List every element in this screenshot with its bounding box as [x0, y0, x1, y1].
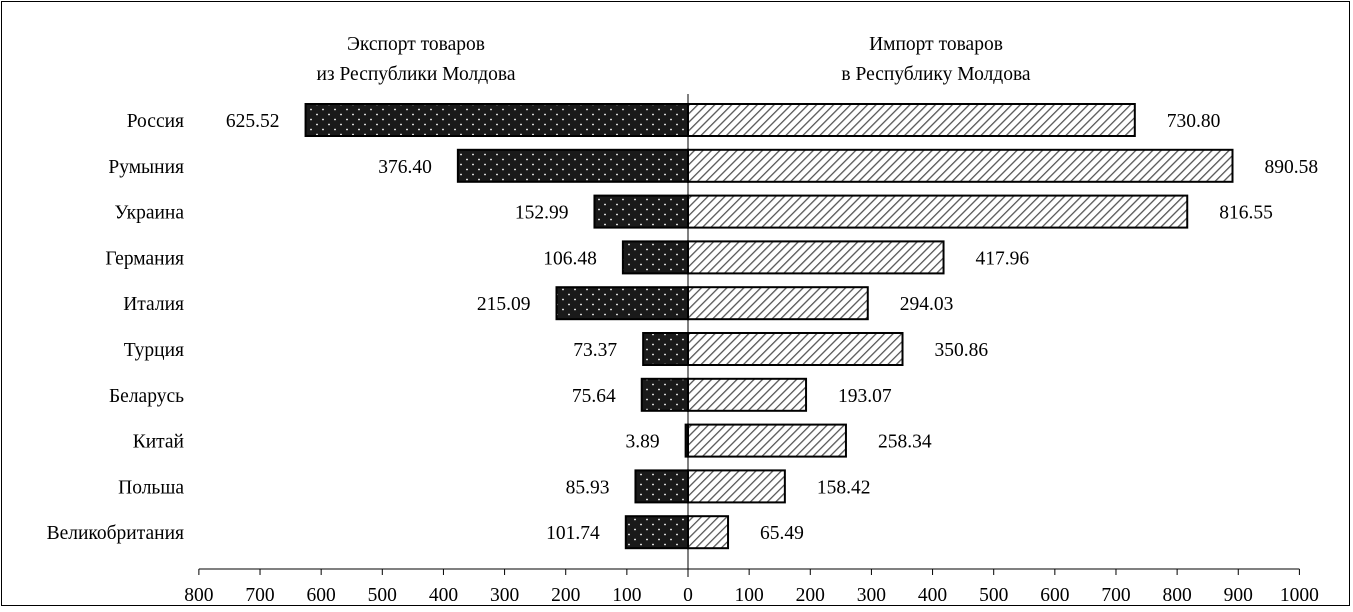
x-tick-label: 800	[1162, 585, 1191, 606]
import-bar	[687, 194, 1189, 229]
x-tick-label: 500	[368, 585, 397, 606]
export-value-label: 215.09	[477, 294, 531, 315]
x-tick-label: 600	[1040, 585, 1069, 606]
import-value-label: 890.58	[1265, 157, 1319, 178]
import-value-label: 417.96	[976, 248, 1030, 269]
category-label: Китай	[133, 432, 184, 453]
import-value-label: 350.86	[935, 340, 989, 361]
import-bar	[687, 377, 808, 412]
x-tick-label: 0	[683, 585, 693, 606]
import-value-label: 258.34	[878, 432, 932, 453]
x-tick-label: 700	[245, 585, 274, 606]
import-bar	[687, 332, 904, 366]
export-value-label: 73.37	[573, 340, 617, 361]
import-bar	[687, 148, 1234, 183]
export-bar	[621, 240, 690, 275]
export-series-title-line-2: из Республики Молдова	[316, 64, 515, 85]
import-series-title-line-2: в Республику Молдова	[841, 64, 1031, 85]
export-bar	[304, 103, 689, 137]
import-bar	[687, 515, 730, 550]
category-label: Беларусь	[109, 386, 184, 407]
import-value-label: 158.42	[817, 477, 871, 498]
import-value-label: 193.07	[838, 386, 892, 407]
export-bar	[555, 286, 689, 321]
export-value-label: 75.64	[572, 386, 616, 407]
import-bar	[687, 103, 1136, 137]
import-bar	[687, 423, 847, 458]
import-value-label: 730.80	[1167, 111, 1221, 132]
import-value-label: 816.55	[1219, 203, 1273, 224]
export-bar	[642, 332, 690, 366]
x-tick-label: 200	[551, 585, 580, 606]
export-bar	[456, 148, 690, 183]
export-series-title-line-1: Экспорт товаров	[347, 34, 485, 55]
export-bar	[640, 377, 690, 412]
export-value-label: 106.48	[543, 248, 597, 269]
category-label: Польша	[118, 477, 184, 498]
export-bar	[634, 469, 690, 504]
category-label: Россия	[127, 111, 184, 132]
category-label: Румыния	[108, 157, 184, 178]
x-tick-label: 200	[796, 585, 825, 606]
import-value-label: 294.03	[900, 294, 954, 315]
export-value-label: 152.99	[515, 203, 569, 224]
category-label: Италия	[123, 294, 184, 315]
import-bar	[687, 240, 945, 275]
x-tick-label: 700	[1101, 585, 1130, 606]
import-bar	[687, 286, 869, 321]
export-value-label: 376.40	[378, 157, 432, 178]
export-bar	[593, 194, 689, 229]
export-value-label: 3.89	[625, 432, 659, 453]
category-label: Украина	[115, 203, 185, 224]
category-label: Германия	[105, 248, 184, 269]
x-tick-label: 100	[735, 585, 764, 606]
x-tick-label: 600	[307, 585, 336, 606]
x-tick-label: 400	[918, 585, 947, 606]
category-label: Турция	[124, 340, 184, 361]
x-tick-label: 900	[1224, 585, 1253, 606]
x-tick-label: 400	[429, 585, 458, 606]
x-tick-label: 100	[612, 585, 641, 606]
x-tick-label: 500	[979, 585, 1008, 606]
category-label: Великобритания	[47, 523, 184, 544]
export-bar	[624, 515, 689, 550]
export-value-label: 85.93	[566, 477, 610, 498]
import-value-label: 65.49	[760, 523, 804, 544]
x-tick-label: 800	[184, 585, 213, 606]
import-series-title-line-1: Импорт товаров	[869, 34, 1003, 55]
x-tick-label: 1000	[1280, 585, 1319, 606]
import-bar	[687, 469, 786, 504]
export-value-label: 101.74	[546, 523, 600, 544]
x-tick-label: 300	[490, 585, 519, 606]
x-tick-label: 300	[857, 585, 886, 606]
export-value-label: 625.52	[226, 111, 280, 132]
